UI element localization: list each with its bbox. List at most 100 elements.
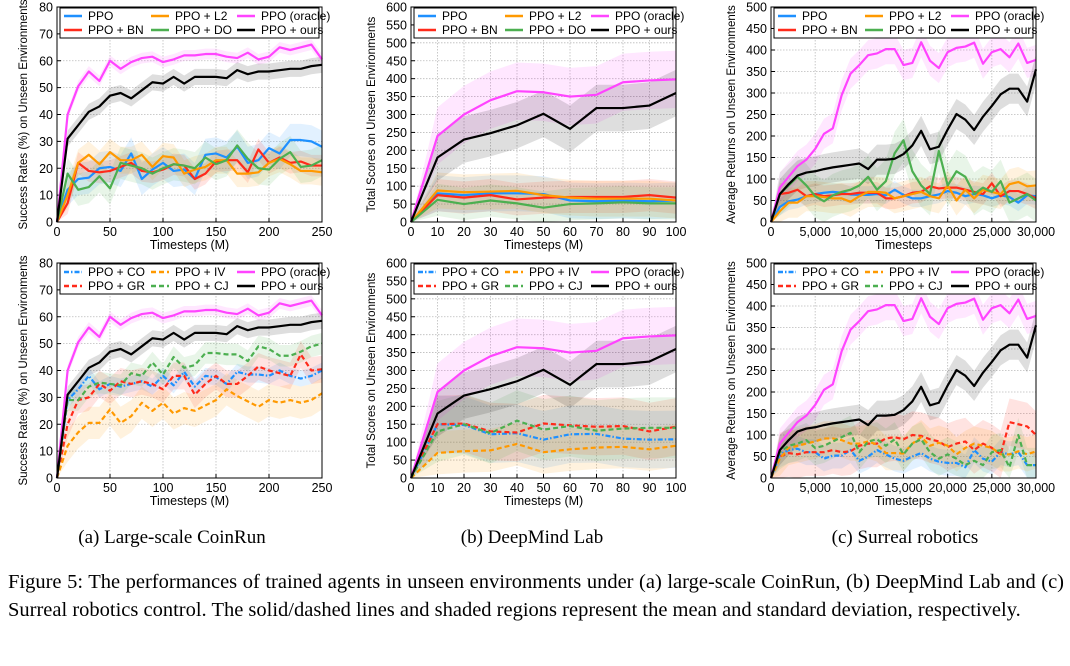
y-axis-label: Total Scores on Unseen Environments: [366, 16, 378, 212]
legend-box: [413, 7, 674, 39]
y-tick-label: 80: [39, 257, 53, 271]
legend-label: PPO + ours: [975, 279, 1037, 293]
legend-label: PPO + IV: [175, 265, 225, 279]
std-band-5: [57, 312, 322, 478]
x-tick-label: 80: [616, 481, 630, 495]
series-line-1: [769, 421, 1037, 479]
x-tick-label: 70: [590, 225, 604, 239]
legend-label: PPO + ours: [615, 23, 677, 37]
legend-label: PPO (oracle): [975, 9, 1044, 23]
x-tick-label: 10,000: [840, 225, 878, 239]
chart-panel-3: 0 50 100 150 200 250 0 10 20 30 40 50 60 70 80 PPO + CO…: [18, 255, 332, 508]
x-tick-label: 10: [431, 481, 445, 495]
series-line-5: [769, 69, 1038, 223]
y-tick-label: 0: [46, 216, 53, 230]
std-band-5: [771, 310, 1036, 478]
std-band-5: [57, 56, 322, 222]
series-line-0: [769, 447, 1036, 479]
y-tick-label: 200: [746, 386, 767, 400]
y-axis-label: Average Returns on Unseen Environments: [726, 5, 738, 224]
x-tick-label: 0: [54, 481, 61, 495]
series-line-1: [410, 422, 677, 479]
x-tick-label: 50: [537, 481, 551, 495]
series-line-4: [55, 43, 323, 223]
legend-label: PPO + GR: [88, 279, 145, 293]
x-tick-label: 50: [103, 481, 117, 495]
y-axis-label: Success Rates (%) on Unseen Environments: [18, 0, 30, 230]
y-axis-label: Average Returns on Unseen Environments: [726, 261, 738, 480]
legend-label: PPO: [442, 9, 467, 23]
x-tick-label: 20,000: [929, 481, 967, 495]
series-line-5: [769, 325, 1038, 479]
std-band-3: [57, 332, 322, 478]
y-tick-label: 20: [39, 162, 53, 176]
legend-label: PPO + L2: [889, 9, 942, 23]
y-tick-label: 600: [386, 1, 407, 15]
y-tick-label: 50: [753, 194, 767, 208]
y-tick-label: 70: [39, 283, 53, 297]
plot-frame: [410, 262, 677, 479]
series-line-5: [409, 348, 677, 479]
y-tick-label: 0: [760, 472, 767, 486]
x-axis-label: Timesteps: [875, 494, 932, 508]
y-tick-label: 150: [386, 162, 407, 176]
y-tick-label: 50: [39, 81, 53, 95]
x-tick-label: 25,000: [973, 481, 1011, 495]
legend-label: PPO + GR: [802, 279, 859, 293]
legend-label: PPO (oracle): [261, 9, 330, 23]
y-tick-label: 300: [746, 343, 767, 357]
y-tick-label: 70: [39, 27, 53, 41]
y-tick-label: 150: [746, 407, 767, 421]
x-tick-label: 100: [666, 225, 687, 239]
y-tick-label: 100: [386, 180, 407, 194]
y-tick-label: 250: [746, 108, 767, 122]
legend-label: PPO: [88, 9, 113, 23]
legend-box: [773, 7, 1034, 39]
y-tick-label: 40: [39, 364, 53, 378]
y-tick-label: 550: [386, 18, 407, 32]
series-line-2: [769, 436, 1037, 479]
x-tick-label: 50: [103, 225, 117, 239]
x-tick-label: 80: [616, 225, 630, 239]
std-band-0: [411, 395, 676, 478]
legend-label: PPO + DO: [889, 23, 946, 37]
x-tick-label: 25,000: [973, 225, 1011, 239]
y-tick-label: 60: [39, 54, 53, 68]
series-line-5: [409, 92, 677, 223]
y-tick-label: 400: [746, 44, 767, 58]
y-tick-label: 150: [746, 151, 767, 165]
y-tick-label: 250: [386, 382, 407, 396]
y-tick-label: 500: [746, 1, 767, 15]
y-tick-label: 300: [746, 87, 767, 101]
y-tick-label: 100: [386, 436, 407, 450]
y-tick-label: 250: [386, 126, 407, 140]
series-line-3: [769, 431, 1036, 479]
y-tick-label: 50: [753, 450, 767, 464]
y-tick-label: 200: [386, 400, 407, 414]
chart-panel-5: 0 5,000 10,000 15,000 20,000 25,000 30,000 0 50 1…: [726, 257, 1055, 509]
std-band-4: [771, 283, 1036, 478]
legend-label: PPO + CJ: [175, 279, 229, 293]
y-tick-label: 450: [746, 22, 767, 36]
legend-label: PPO + L2: [529, 9, 582, 23]
x-tick-label: 10,000: [840, 481, 878, 495]
x-tick-label: 90: [643, 481, 657, 495]
series-line-3: [55, 144, 323, 223]
y-tick-label: 300: [386, 364, 407, 378]
x-axis-label: Timesteps: [875, 238, 932, 252]
legend-label: PPO + L2: [175, 9, 228, 23]
legend-label: PPO + CJ: [529, 279, 583, 293]
y-tick-label: 60: [39, 310, 53, 324]
series-line-5: [55, 319, 323, 479]
y-axis-label: Success Rates (%) on Unseen Environments: [18, 255, 30, 485]
y-tick-label: 500: [746, 257, 767, 271]
x-tick-label: 10: [431, 225, 445, 239]
y-tick-label: 400: [746, 300, 767, 314]
legend-label: PPO + DO: [529, 23, 586, 37]
x-tick-label: 150: [206, 481, 227, 495]
